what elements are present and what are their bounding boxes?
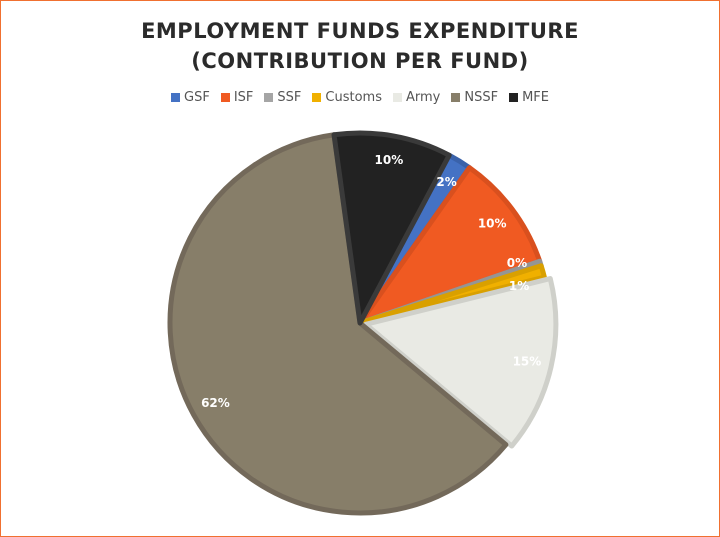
pie-slice-nssf bbox=[167, 132, 509, 516]
data-label-isf: 10% bbox=[478, 217, 507, 231]
pie-slice-army bbox=[363, 276, 559, 449]
legend-swatch bbox=[171, 93, 181, 102]
legend-swatch bbox=[220, 93, 230, 102]
legend-item-army: Army bbox=[392, 90, 441, 105]
data-label-gsf: 2% bbox=[436, 175, 456, 189]
legend-label: MFE bbox=[522, 90, 549, 105]
data-label-army: 15% bbox=[513, 354, 542, 368]
legend-label: GSF bbox=[184, 90, 210, 105]
legend-label: ISF bbox=[233, 90, 254, 105]
data-label-customs: 1% bbox=[509, 279, 529, 293]
title-line-2: (CONTRIBUTION PER FUND) bbox=[191, 49, 529, 73]
chart-title: EMPLOYMENT FUNDS EXPENDITURE (CONTRIBUTI… bbox=[0, 16, 720, 76]
legend-item-ssf: SSF bbox=[264, 90, 301, 105]
legend-item-customs: Customs bbox=[312, 90, 382, 105]
pie-slice-customs bbox=[357, 263, 547, 326]
legend-swatch bbox=[451, 93, 461, 102]
legend-label: Customs bbox=[325, 90, 382, 105]
legend-swatch bbox=[392, 93, 402, 102]
pie-slice-isf bbox=[357, 165, 543, 326]
legend-item-gsf: GSF bbox=[171, 90, 210, 105]
legend-swatch bbox=[509, 93, 519, 102]
legend-swatch bbox=[264, 93, 274, 102]
legend-label: NSSF bbox=[464, 90, 499, 105]
legend-swatch bbox=[312, 93, 322, 102]
data-label-ssf: 0% bbox=[507, 256, 527, 270]
legend-label: SSF bbox=[277, 90, 302, 105]
legend: GSF ISF SSF Customs Army NSSF MFE bbox=[0, 90, 720, 105]
legend-label: Army bbox=[405, 90, 441, 105]
legend-item-isf: ISF bbox=[220, 90, 254, 105]
data-label-nssf: 62% bbox=[201, 396, 230, 410]
legend-item-nssf: NSSF bbox=[451, 90, 498, 105]
legend-item-mfe: MFE bbox=[509, 90, 549, 105]
pie-slice-mfe bbox=[331, 130, 452, 326]
data-label-mfe: 10% bbox=[375, 153, 404, 167]
title-line-1: EMPLOYMENT FUNDS EXPENDITURE bbox=[141, 19, 579, 43]
